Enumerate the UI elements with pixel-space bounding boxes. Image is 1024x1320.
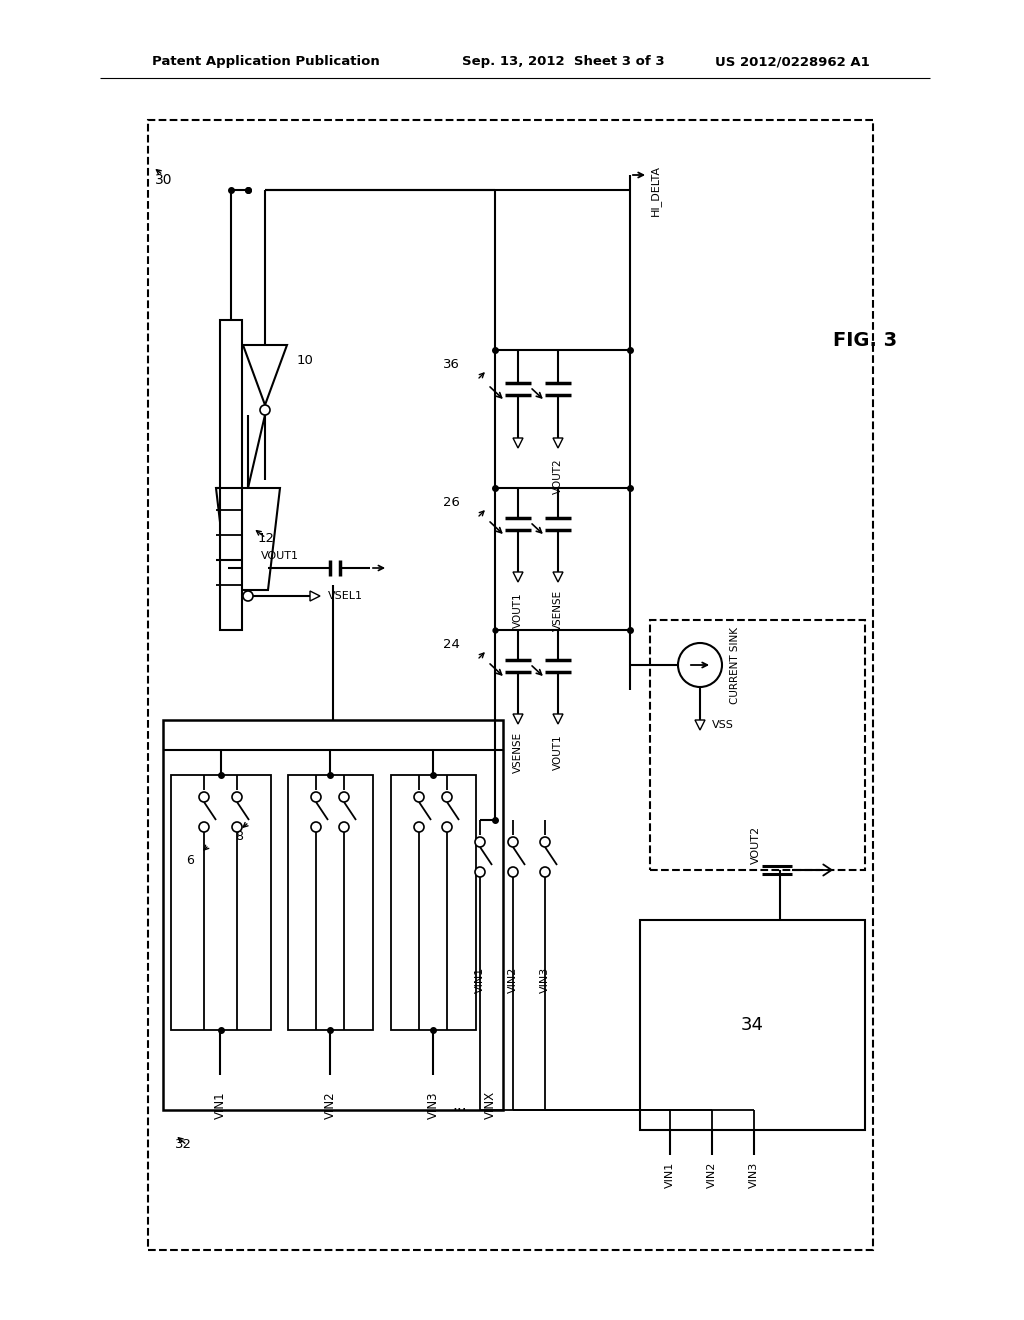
Circle shape	[442, 822, 452, 832]
Circle shape	[475, 837, 485, 847]
Text: VOUT1: VOUT1	[513, 593, 523, 628]
Text: VIN3: VIN3	[427, 1092, 439, 1119]
Polygon shape	[553, 714, 563, 723]
Circle shape	[475, 867, 485, 876]
Polygon shape	[513, 438, 523, 447]
Circle shape	[199, 822, 209, 832]
Text: HI_DELTA: HI_DELTA	[650, 165, 660, 215]
Circle shape	[678, 643, 722, 686]
Polygon shape	[553, 572, 563, 582]
Text: VIN3: VIN3	[749, 1162, 759, 1188]
Circle shape	[311, 822, 321, 832]
Polygon shape	[513, 714, 523, 723]
Polygon shape	[243, 345, 287, 405]
Text: ...: ...	[453, 1097, 467, 1113]
Circle shape	[243, 591, 253, 601]
Text: VIN1: VIN1	[213, 1092, 226, 1119]
Circle shape	[311, 792, 321, 803]
Text: VIN1: VIN1	[475, 966, 485, 993]
Text: 30: 30	[155, 173, 172, 187]
Text: Patent Application Publication: Patent Application Publication	[152, 55, 380, 69]
Circle shape	[508, 837, 518, 847]
Text: VSEL1: VSEL1	[328, 591, 362, 601]
Text: VIN2: VIN2	[707, 1162, 717, 1188]
Text: VSS: VSS	[712, 719, 734, 730]
Circle shape	[442, 792, 452, 803]
Polygon shape	[695, 719, 705, 730]
Text: US 2012/0228962 A1: US 2012/0228962 A1	[715, 55, 870, 69]
Text: 34: 34	[740, 1016, 764, 1034]
Text: CURRENT SINK: CURRENT SINK	[730, 627, 740, 704]
Polygon shape	[513, 572, 523, 582]
Circle shape	[232, 822, 242, 832]
Circle shape	[232, 792, 242, 803]
Circle shape	[260, 405, 270, 414]
Text: 26: 26	[443, 496, 460, 510]
Bar	[220, 319, 242, 630]
Text: 32: 32	[175, 1138, 193, 1151]
Text: VIN2: VIN2	[508, 966, 518, 993]
Text: VOUT1: VOUT1	[261, 550, 299, 561]
Text: VIN2: VIN2	[324, 1092, 337, 1119]
Text: 8: 8	[234, 830, 243, 843]
Bar	[391, 775, 476, 1030]
Text: VIN1: VIN1	[665, 1162, 675, 1188]
Bar	[288, 775, 373, 1030]
Bar	[171, 775, 271, 1030]
Circle shape	[339, 792, 349, 803]
Circle shape	[540, 867, 550, 876]
Text: VINX: VINX	[483, 1090, 497, 1119]
Text: VOUT1: VOUT1	[553, 734, 563, 770]
Bar	[163, 719, 503, 1110]
Text: VOUT2: VOUT2	[751, 826, 761, 865]
Text: VOUT2: VOUT2	[553, 458, 563, 494]
Text: 36: 36	[443, 359, 460, 371]
Text: 12: 12	[258, 532, 275, 544]
Polygon shape	[216, 488, 280, 590]
Circle shape	[339, 822, 349, 832]
Text: VSENSE: VSENSE	[513, 731, 523, 772]
Text: 10: 10	[297, 354, 314, 367]
Text: Sep. 13, 2012  Sheet 3 of 3: Sep. 13, 2012 Sheet 3 of 3	[462, 55, 665, 69]
Bar	[148, 120, 873, 1250]
Circle shape	[508, 867, 518, 876]
Text: VIN3: VIN3	[540, 966, 550, 993]
Text: 6: 6	[186, 854, 194, 866]
Text: 24: 24	[443, 639, 460, 652]
Circle shape	[414, 822, 424, 832]
Circle shape	[199, 792, 209, 803]
Polygon shape	[553, 438, 563, 447]
Bar	[650, 620, 865, 870]
Bar	[640, 920, 865, 1130]
Circle shape	[414, 792, 424, 803]
Circle shape	[540, 837, 550, 847]
Text: FIG. 3: FIG. 3	[833, 330, 897, 350]
Text: VSENSE: VSENSE	[553, 590, 563, 631]
Polygon shape	[310, 591, 319, 601]
